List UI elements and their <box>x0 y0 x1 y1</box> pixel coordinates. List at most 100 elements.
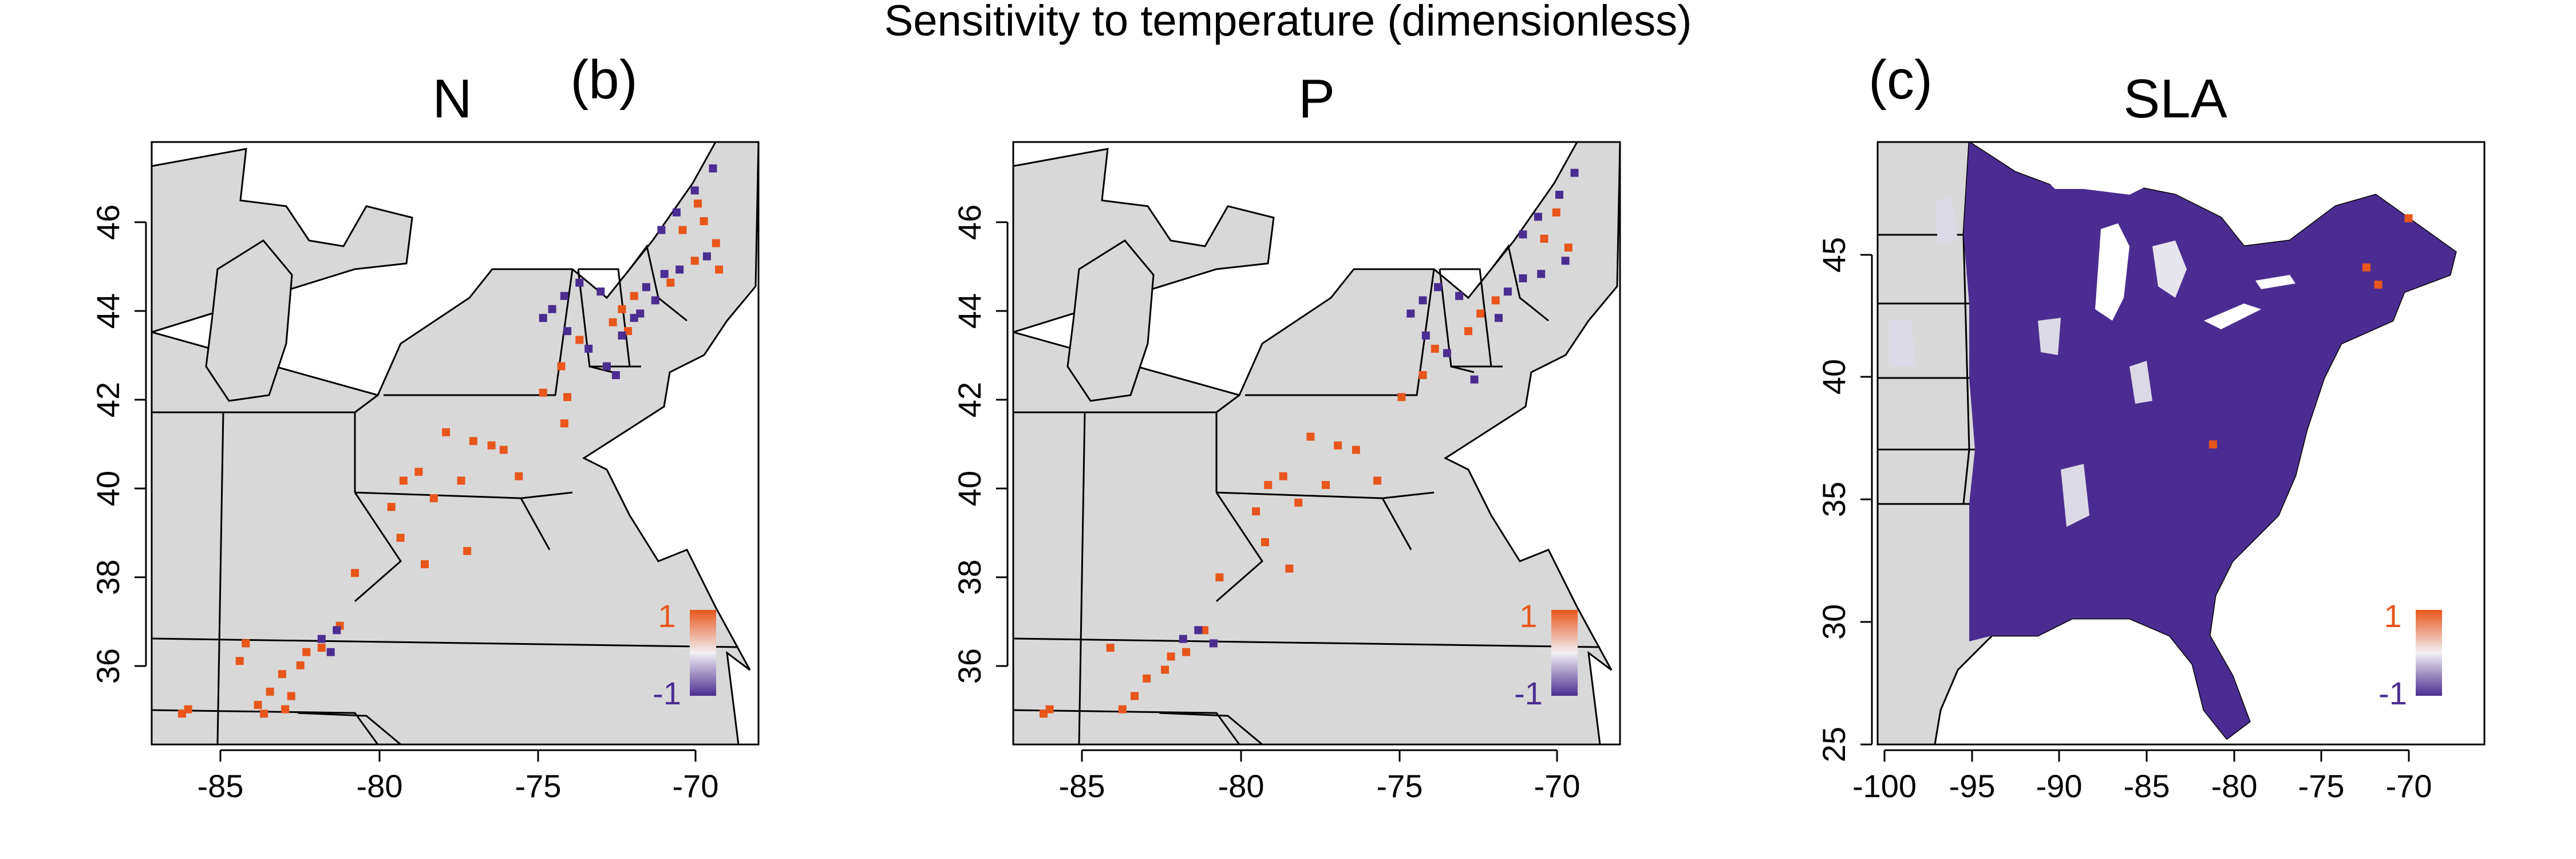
data-point <box>1561 257 1570 265</box>
y-tick-label: 40 <box>90 471 126 506</box>
data-point <box>278 670 286 679</box>
data-point <box>560 419 568 428</box>
legend-max-label: 1 <box>1519 598 1537 634</box>
data-point <box>421 560 429 569</box>
x-tick-label: -80 <box>1218 768 1265 804</box>
x-tick-label: -75 <box>515 768 562 804</box>
data-point <box>326 648 335 656</box>
data-point <box>563 327 572 336</box>
data-point <box>678 226 687 234</box>
data-point <box>442 428 451 436</box>
p-purple-points <box>1179 168 1579 648</box>
x-tick-label: -75 <box>2298 768 2345 804</box>
legend-max-label: 1 <box>658 598 675 634</box>
data-point <box>1294 498 1303 507</box>
legend-p: 1 -1 <box>1514 598 1578 711</box>
data-point <box>2208 440 2217 449</box>
legend-n: 1 -1 <box>653 598 716 711</box>
y-axis-n: 46 44 42 40 38 36 <box>90 204 147 684</box>
data-point <box>1131 692 1139 700</box>
data-point <box>715 265 724 274</box>
plot-frame-n <box>151 141 760 746</box>
x-tick-label: -100 <box>1852 768 1917 804</box>
data-point <box>1419 371 1427 379</box>
data-point <box>463 547 472 555</box>
n-orange-points <box>178 199 724 718</box>
data-point <box>636 309 645 318</box>
data-point <box>469 437 477 446</box>
data-point <box>242 639 250 648</box>
data-point <box>399 476 408 485</box>
data-point <box>539 314 547 322</box>
data-point <box>1503 287 1512 296</box>
y-tick-label: 35 <box>1816 482 1852 517</box>
plot-frame-p <box>1012 141 1621 746</box>
land-mass <box>1013 142 1620 744</box>
data-point <box>1040 710 1048 718</box>
data-point <box>1373 476 1381 485</box>
y-tick-label: 36 <box>951 648 987 684</box>
y-tick-label: 42 <box>951 382 987 417</box>
y-tick-label: 46 <box>90 204 126 240</box>
y-tick-label: 40 <box>951 471 987 506</box>
x-tick-label: -80 <box>357 768 403 804</box>
data-point <box>609 318 617 326</box>
data-point <box>1564 243 1573 252</box>
color-legend-bar <box>690 610 716 696</box>
y-axis-sla: 45 40 35 30 25 <box>1816 237 1873 762</box>
data-point <box>1431 344 1439 353</box>
data-point <box>457 476 465 485</box>
data-point <box>618 305 626 313</box>
data-point <box>712 239 720 247</box>
data-point <box>700 217 708 226</box>
data-point <box>387 503 396 511</box>
plot-frame-sla <box>1876 141 2486 746</box>
n-purple-points <box>317 164 717 656</box>
panel-title-sla: SLA <box>2123 68 2227 129</box>
legend-min-label: -1 <box>1514 675 1543 711</box>
data-point <box>515 472 523 480</box>
panel-title-n: N <box>432 68 472 129</box>
data-point <box>1534 212 1542 221</box>
y-tick-label: 46 <box>951 204 987 240</box>
data-point <box>1306 432 1315 441</box>
lake-superior <box>2038 166 2152 195</box>
y-tick-label: 36 <box>90 648 126 684</box>
data-point <box>557 362 566 371</box>
data-point <box>2362 263 2370 271</box>
data-point <box>1261 538 1269 546</box>
lake-erie <box>2204 304 2261 329</box>
data-point <box>603 362 611 371</box>
data-point <box>596 287 605 296</box>
data-point <box>1570 168 1579 177</box>
data-point <box>396 534 405 542</box>
data-point <box>254 700 262 709</box>
data-point <box>1321 480 1330 489</box>
data-point <box>657 226 666 234</box>
data-point <box>618 331 626 340</box>
data-point <box>2374 281 2383 289</box>
legend-min-label: -1 <box>2379 675 2407 711</box>
x-tick-label: -85 <box>2124 768 2170 804</box>
data-point <box>1476 309 1485 318</box>
data-point <box>690 257 699 265</box>
data-point <box>584 344 593 353</box>
data-point <box>1143 674 1151 683</box>
x-tick-label: -85 <box>1059 768 1105 804</box>
x-tick-label: -70 <box>1534 768 1581 804</box>
data-point <box>1421 331 1430 340</box>
data-point <box>302 648 311 656</box>
y-axis-p: 46 44 42 40 38 36 <box>951 204 1009 684</box>
data-point <box>1118 705 1127 714</box>
color-legend-bar <box>1551 610 1578 696</box>
lake-michigan <box>2095 223 2129 321</box>
data-point <box>260 710 268 718</box>
data-point <box>1279 472 1287 480</box>
data-point <box>1106 644 1115 652</box>
data-point <box>1200 626 1208 635</box>
data-point <box>1285 564 1294 573</box>
data-point <box>1495 314 1503 322</box>
y-tick-label: 44 <box>90 293 126 329</box>
panel-sla: SLA (c) -100 -95 -90 -85 - <box>1816 49 2486 804</box>
